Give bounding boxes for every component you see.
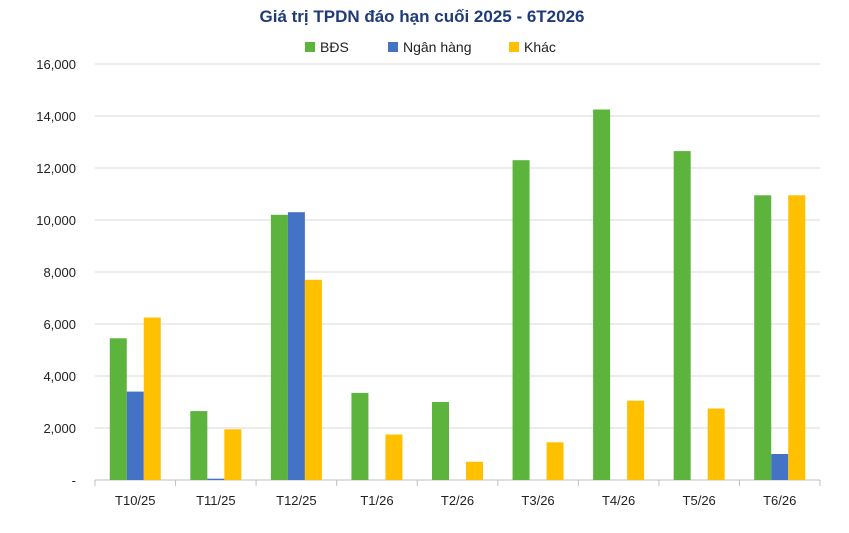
bar-Khác xyxy=(627,400,645,480)
bar-Ngân hàng xyxy=(207,478,225,480)
bar-BĐS xyxy=(593,109,611,480)
y-axis: - 2,000 4,000 6,000 8,000 10,000 12,000 14,000 1… xyxy=(36,57,76,488)
bar-Khác xyxy=(707,408,725,480)
y-tick-label: 6,000 xyxy=(43,317,76,332)
y-tick-label: 4,000 xyxy=(43,369,76,384)
x-tick-label: T11/25 xyxy=(196,493,236,508)
bar-BĐS xyxy=(432,402,449,480)
gridlines xyxy=(95,63,820,481)
legend-label: Ngân hàng xyxy=(403,39,472,55)
legend-swatch xyxy=(388,42,398,52)
bar-Ngân hàng xyxy=(126,391,144,480)
bar-Khác xyxy=(546,442,564,480)
bars xyxy=(109,109,806,481)
x-tick-label: T2/26 xyxy=(441,493,474,508)
bar-Khác xyxy=(385,434,403,480)
bar-Khác xyxy=(143,317,161,480)
bar-BĐS xyxy=(754,195,772,481)
x-axis: T10/25 T11/25 T12/25 T1/26 T2/26 T3/26 T4/26 T5… xyxy=(94,480,821,508)
x-tick-label: T1/26 xyxy=(360,493,393,508)
legend-label: BĐS xyxy=(320,39,349,55)
x-tick-label: T4/26 xyxy=(602,493,635,508)
bar-Khác xyxy=(466,461,483,480)
bar-Khác xyxy=(304,279,322,480)
bar-Ngân hàng xyxy=(287,212,305,480)
legend-swatch xyxy=(509,42,519,52)
legend-label: Khác xyxy=(524,39,556,55)
bar-BĐS xyxy=(190,411,208,480)
y-tick-label: 10,000 xyxy=(36,213,76,228)
x-tick-label: T3/26 xyxy=(521,493,554,508)
y-tick-label: 12,000 xyxy=(36,161,76,176)
bar-BĐS xyxy=(673,151,691,480)
bar-BĐS xyxy=(512,160,530,480)
legend-swatch xyxy=(305,42,315,52)
y-tick-label: 8,000 xyxy=(43,265,76,280)
chart-title: Giá trị TPDN đáo hạn cuối 2025 - 6T2026 xyxy=(260,7,585,26)
bar-BĐS xyxy=(109,338,127,480)
bar-Khác xyxy=(224,429,242,480)
x-tick-label: T6/26 xyxy=(763,493,796,508)
bar-Khác xyxy=(788,195,806,481)
legend: BĐS Ngân hàng Khác xyxy=(305,39,556,55)
y-tick-label: - xyxy=(72,473,76,488)
bar-BĐS xyxy=(270,214,288,481)
x-tick-label: T5/26 xyxy=(683,493,716,508)
y-tick-label: 16,000 xyxy=(36,57,76,72)
x-tick-label: T10/25 xyxy=(115,493,155,508)
y-tick-label: 2,000 xyxy=(43,421,76,436)
bar-BĐS xyxy=(351,392,369,480)
x-tick-label: T12/25 xyxy=(276,493,316,508)
bar-Ngân hàng xyxy=(771,454,789,480)
y-tick-label: 14,000 xyxy=(36,109,76,124)
